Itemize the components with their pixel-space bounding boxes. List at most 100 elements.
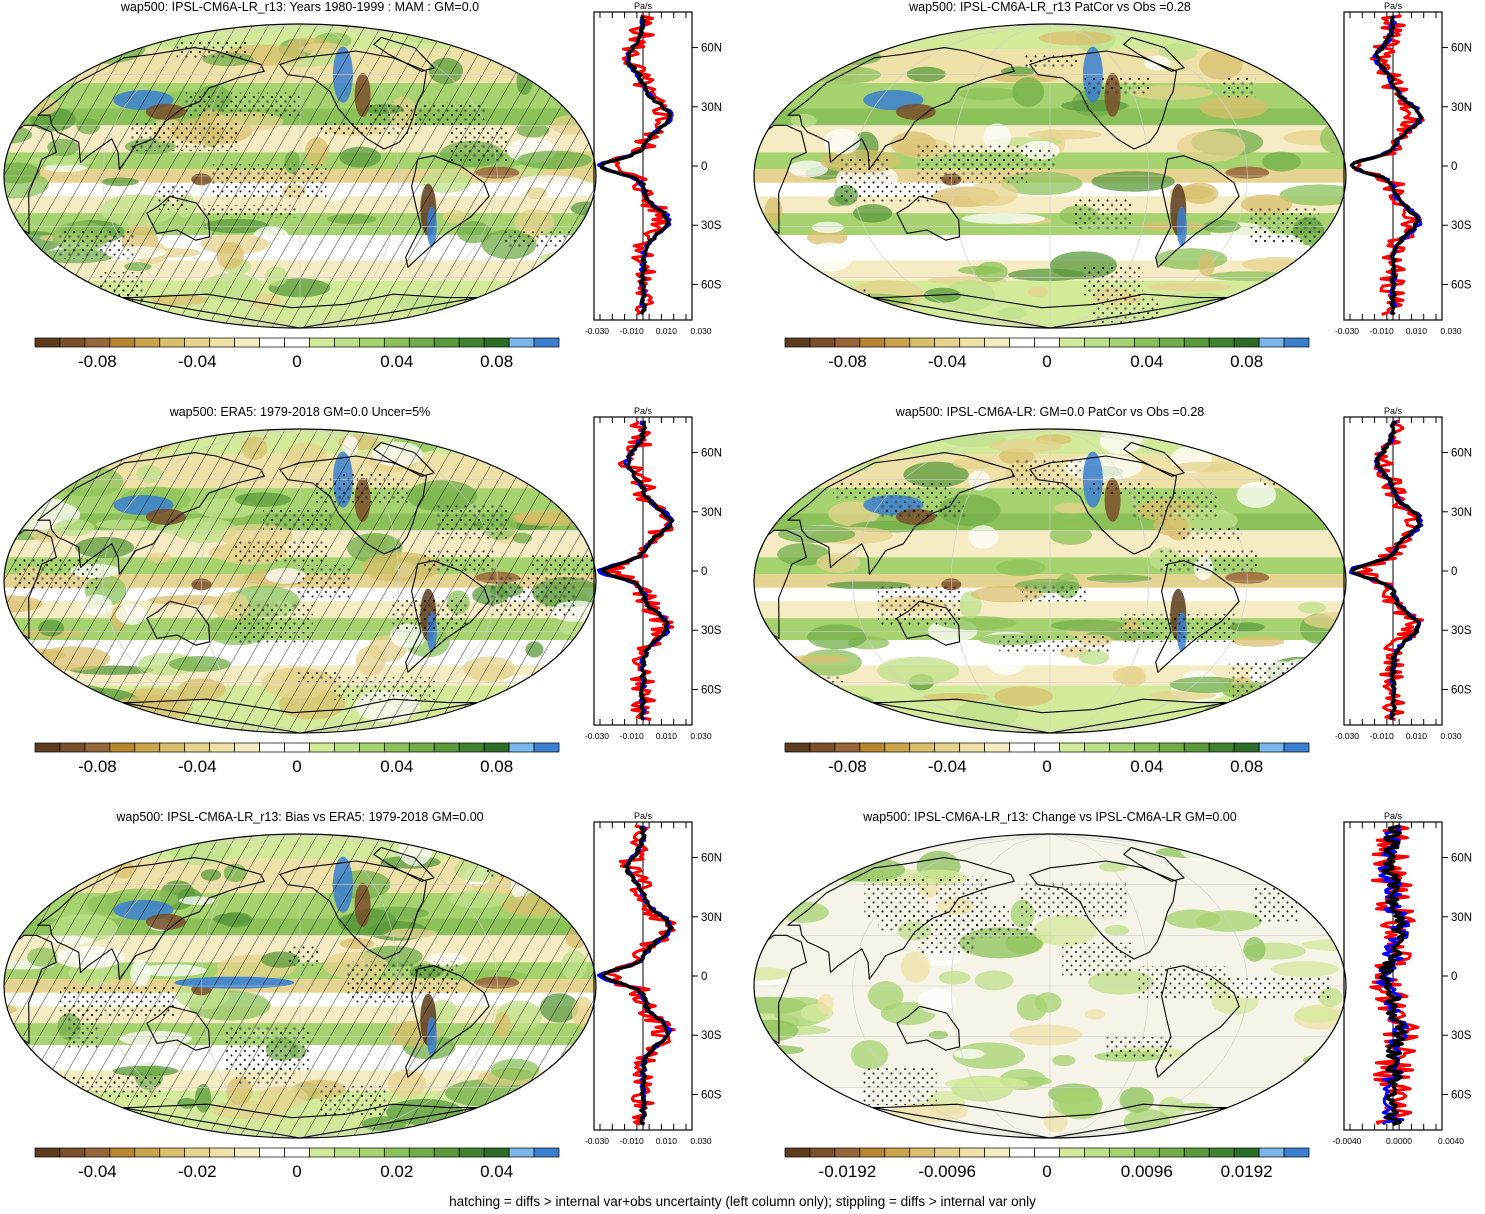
stippling (878, 586, 963, 626)
coastline-antarctica (121, 1103, 479, 1138)
field-blob (444, 429, 504, 453)
profile-line (1350, 420, 1422, 720)
stippling (1062, 942, 1133, 978)
colorbar-swatch (1258, 337, 1285, 348)
panel-model-mam: wap500: IPSL-CM6A-LR_r13: Years 1980-199… (0, 0, 742, 404)
y-tick-label: 30S (701, 1030, 722, 1042)
field-blob (816, 552, 861, 573)
colorbar-label: 0.08 (480, 352, 513, 371)
y-tick-label: 30S (1451, 220, 1472, 232)
y-tick-label: 0 (1451, 566, 1457, 578)
field-blob (1158, 43, 1198, 62)
field-blob (811, 221, 844, 234)
field-blob (867, 981, 904, 1011)
graticule-line (299, 24, 498, 328)
colorbar-swatch (1009, 742, 1035, 753)
coastline-namerica (1029, 455, 1177, 555)
x-tick-label: -0.010 (620, 1136, 644, 1146)
profile-line (1378, 824, 1408, 1127)
field-blob (877, 656, 960, 685)
colorbar-swatch (533, 742, 560, 753)
x-tick-label: 0.010 (656, 326, 678, 336)
coastline-namerica (1029, 50, 1177, 150)
colorbar-swatch (334, 1147, 360, 1158)
colorbar: -0.08 -0.04 0 0.04 0.08 (34, 742, 560, 776)
colorbar-swatch (84, 337, 111, 348)
map-border (753, 23, 1347, 329)
colorbar-swatch (134, 337, 161, 348)
colorbar-label: 0.04 (380, 757, 413, 776)
colorbar-swatch (784, 742, 811, 753)
field-blob (754, 839, 820, 872)
colorbar-swatch (508, 742, 535, 753)
field-blob (59, 837, 89, 859)
colorbar-label: 0.08 (1230, 352, 1263, 371)
graticule-line (950, 24, 1051, 328)
y-tick-label: 60S (701, 684, 722, 696)
field-blob (974, 970, 1014, 991)
stippling (1018, 881, 1127, 917)
field-blob (764, 197, 783, 225)
field-blob (1027, 286, 1049, 298)
field-blob (1199, 49, 1243, 80)
coastline-eurasia (37, 47, 265, 170)
x-tick-label: -0.030 (1335, 731, 1359, 741)
colorbar-swatch (884, 337, 911, 348)
world-map (3, 833, 597, 1139)
field-blob (961, 212, 1045, 225)
colorbar-swatch (59, 1147, 86, 1158)
coastline-antarctica (121, 293, 479, 328)
profile-line (1354, 14, 1425, 316)
field-blob (968, 180, 1019, 207)
field-blob (968, 525, 999, 549)
graticule-line (102, 429, 301, 733)
colorbar: -0.08 -0.04 0 0.04 0.08 (784, 742, 1310, 776)
y-tick-label: 30N (701, 912, 722, 924)
y-tick-label: 30N (701, 102, 722, 114)
coastline-samerica (405, 560, 490, 673)
panel-title: wap500: IPSL-CM6A-LR_r13: Years 1980-199… (120, 0, 480, 14)
map-border (753, 428, 1347, 734)
stippling (1082, 266, 1124, 296)
colorbar-swatch (1183, 337, 1210, 348)
y-tick-label: 0 (1451, 161, 1457, 173)
field-blob (807, 228, 848, 246)
graticule-line (950, 834, 1051, 1138)
y-tick-label: 60N (701, 448, 722, 460)
field-blob (1262, 151, 1301, 172)
graticule-line (299, 834, 498, 1138)
y-tick-label: 60S (1451, 684, 1472, 696)
coastline-australia (896, 1005, 961, 1051)
colorbar-swatch (34, 742, 61, 753)
colorbar-swatch (1084, 337, 1110, 348)
field-blob (1104, 925, 1130, 936)
coastline-samerica (405, 965, 490, 1078)
map-border (3, 428, 597, 734)
stippling (1138, 965, 1228, 998)
x-tick-label: 0.010 (1406, 326, 1428, 336)
field-blob (1176, 130, 1246, 162)
field-blob (1052, 1054, 1076, 1067)
colorbar-label: 0.04 (1130, 352, 1163, 371)
field-blob (917, 988, 957, 1014)
field-blob (994, 686, 1053, 707)
field-extreme (895, 103, 936, 120)
field-blob (754, 80, 801, 98)
field-blob (1250, 1090, 1332, 1116)
colorbar-label: -0.08 (828, 757, 867, 776)
graticule-line (852, 834, 1051, 1138)
stippling (1021, 586, 1086, 602)
y-tick-label: 30S (1451, 1030, 1472, 1042)
colorbar-swatch (433, 1147, 460, 1158)
field-blob (1084, 1009, 1106, 1020)
profile-unit: Pa/s (634, 2, 653, 11)
world-map (753, 23, 1347, 329)
graticule-line (1049, 834, 1150, 1138)
footnote: hatching = diffs > internal var+obs unce… (449, 1194, 1036, 1209)
profile-line (601, 420, 675, 721)
colorbar-swatch (458, 337, 485, 348)
x-tick-label: 0.0000 (1386, 1136, 1412, 1146)
field-blob (1053, 502, 1092, 514)
graticule-line (1049, 834, 1248, 1138)
profile-unit: Pa/s (1384, 2, 1403, 11)
